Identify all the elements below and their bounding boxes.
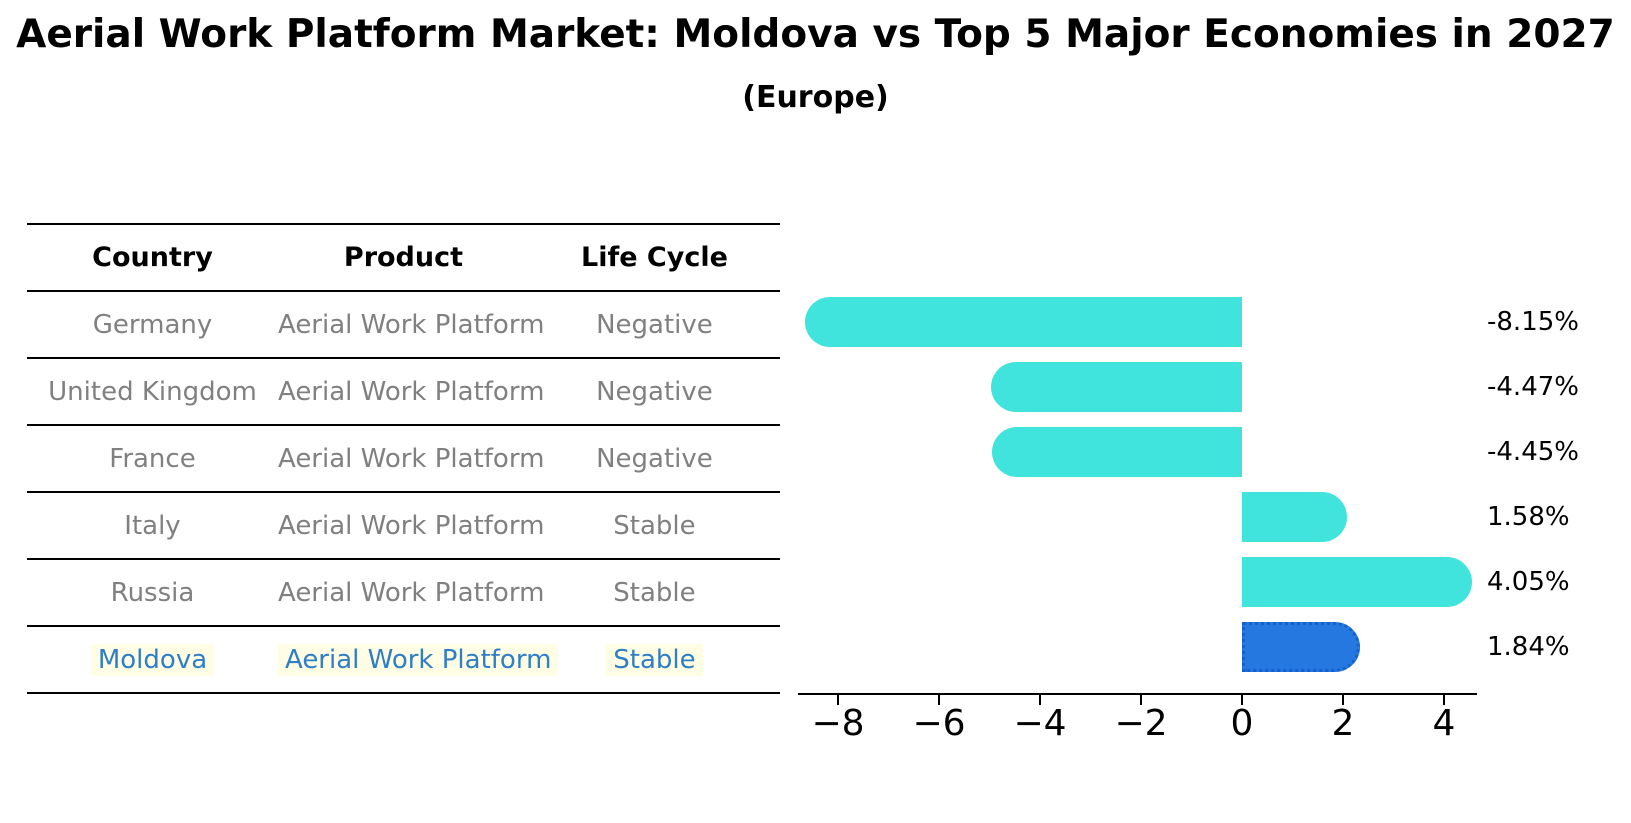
cell-text: Negative: [596, 376, 713, 407]
x-tick-mark-0: [837, 695, 839, 705]
cell-text: Moldova: [90, 643, 215, 676]
value-label-russia: 4.05%: [1487, 567, 1570, 597]
cell-text: Negative: [596, 309, 713, 340]
x-tick-label-4: 0: [1230, 703, 1254, 744]
cell-text: Negative: [596, 443, 713, 474]
cell-product: Aerial Work Platform: [278, 511, 544, 541]
cell-text: Stable: [606, 643, 703, 676]
cell-country: Russia: [27, 578, 278, 608]
cell-product: Aerial Work Platform: [278, 377, 544, 407]
cell-product: Aerial Work Platform: [277, 643, 559, 676]
bar-moldova: [1242, 622, 1360, 672]
bar-russia: [1242, 557, 1472, 607]
table-header-row: Country Product Life Cycle: [27, 223, 780, 292]
x-axis-line: [798, 693, 1477, 695]
cell-life-cycle: Negative: [529, 310, 780, 340]
value-label-moldova: 1.84%: [1487, 632, 1570, 662]
cell-text: Stable: [613, 577, 696, 608]
x-tick-mark-3: [1140, 695, 1142, 705]
figure-title: Aerial Work Platform Market: Moldova vs …: [16, 12, 1615, 57]
bar-italy: [1242, 492, 1347, 542]
cell-life-cycle: Stable: [529, 578, 780, 608]
value-label-germany: -8.15%: [1487, 307, 1579, 337]
x-tick-label-3: −2: [1114, 703, 1168, 744]
table-row-united-kingdom: United Kingdom Aerial Work Platform Negati…: [27, 359, 780, 426]
country-table: Country Product Life Cycle Germany Aerial Wo…: [27, 223, 780, 694]
table-header-life-cycle: Life Cycle: [581, 242, 728, 273]
figure-subtitle: (Europe): [742, 80, 889, 115]
table-row-italy: Italy Aerial Work Platform Stable: [27, 493, 780, 560]
cell-product: Aerial Work Platform: [278, 578, 544, 608]
cell-text: Aerial Work Platform: [277, 309, 545, 340]
cell-text: Aerial Work Platform: [277, 443, 545, 474]
cell-country: Germany: [27, 310, 278, 340]
table-row-france: France Aerial Work Platform Negative: [27, 426, 780, 493]
x-tick-label-1: −6: [912, 703, 966, 744]
cell-life-cycle: Negative: [529, 444, 780, 474]
table-header-product: Product: [343, 242, 464, 273]
cell-product: Aerial Work Platform: [278, 444, 544, 474]
cell-text: France: [109, 443, 196, 474]
x-tick-label-6: 4: [1432, 703, 1456, 744]
value-label-france: -4.45%: [1487, 437, 1579, 467]
cell-text: Germany: [92, 309, 213, 340]
cell-text: Stable: [613, 510, 696, 541]
x-tick-label-5: 2: [1331, 703, 1355, 744]
cell-country: France: [27, 444, 278, 474]
x-tick-label-2: −4: [1013, 703, 1067, 744]
x-tick-mark-4: [1241, 695, 1243, 705]
cell-text: Italy: [124, 510, 181, 541]
cell-life-cycle: Stable: [529, 511, 780, 541]
bar-france: [992, 427, 1242, 477]
cell-text: Aerial Work Platform: [277, 510, 545, 541]
x-tick-label-0: −8: [811, 703, 865, 744]
cell-country: United Kingdom: [27, 377, 278, 407]
cell-text: Aerial Work Platform: [277, 643, 559, 676]
cell-product: Aerial Work Platform: [278, 310, 544, 340]
bar-germany: [805, 297, 1242, 347]
cell-life-cycle: Stable: [529, 643, 780, 676]
table-row-germany: Germany Aerial Work Platform Negative: [27, 292, 780, 359]
x-tick-mark-2: [1039, 695, 1041, 705]
value-label-united-kingdom: -4.47%: [1487, 372, 1579, 402]
table-header-country: Country: [92, 242, 213, 273]
table-row-russia: Russia Aerial Work Platform Stable: [27, 560, 780, 627]
cell-text: Aerial Work Platform: [277, 577, 545, 608]
cell-life-cycle: Negative: [529, 377, 780, 407]
table-row-moldova: Moldova Aerial Work Platform Stable: [27, 627, 780, 694]
x-tick-mark-5: [1342, 695, 1344, 705]
value-label-italy: 1.58%: [1487, 502, 1570, 532]
cell-text: Russia: [110, 577, 195, 608]
cell-text: Aerial Work Platform: [277, 376, 545, 407]
cell-text: United Kingdom: [48, 376, 257, 407]
x-tick-mark-6: [1443, 695, 1445, 705]
bar-united-kingdom: [991, 362, 1242, 412]
x-tick-mark-1: [938, 695, 940, 705]
cell-country: Moldova: [27, 643, 278, 676]
cell-country: Italy: [27, 511, 278, 541]
